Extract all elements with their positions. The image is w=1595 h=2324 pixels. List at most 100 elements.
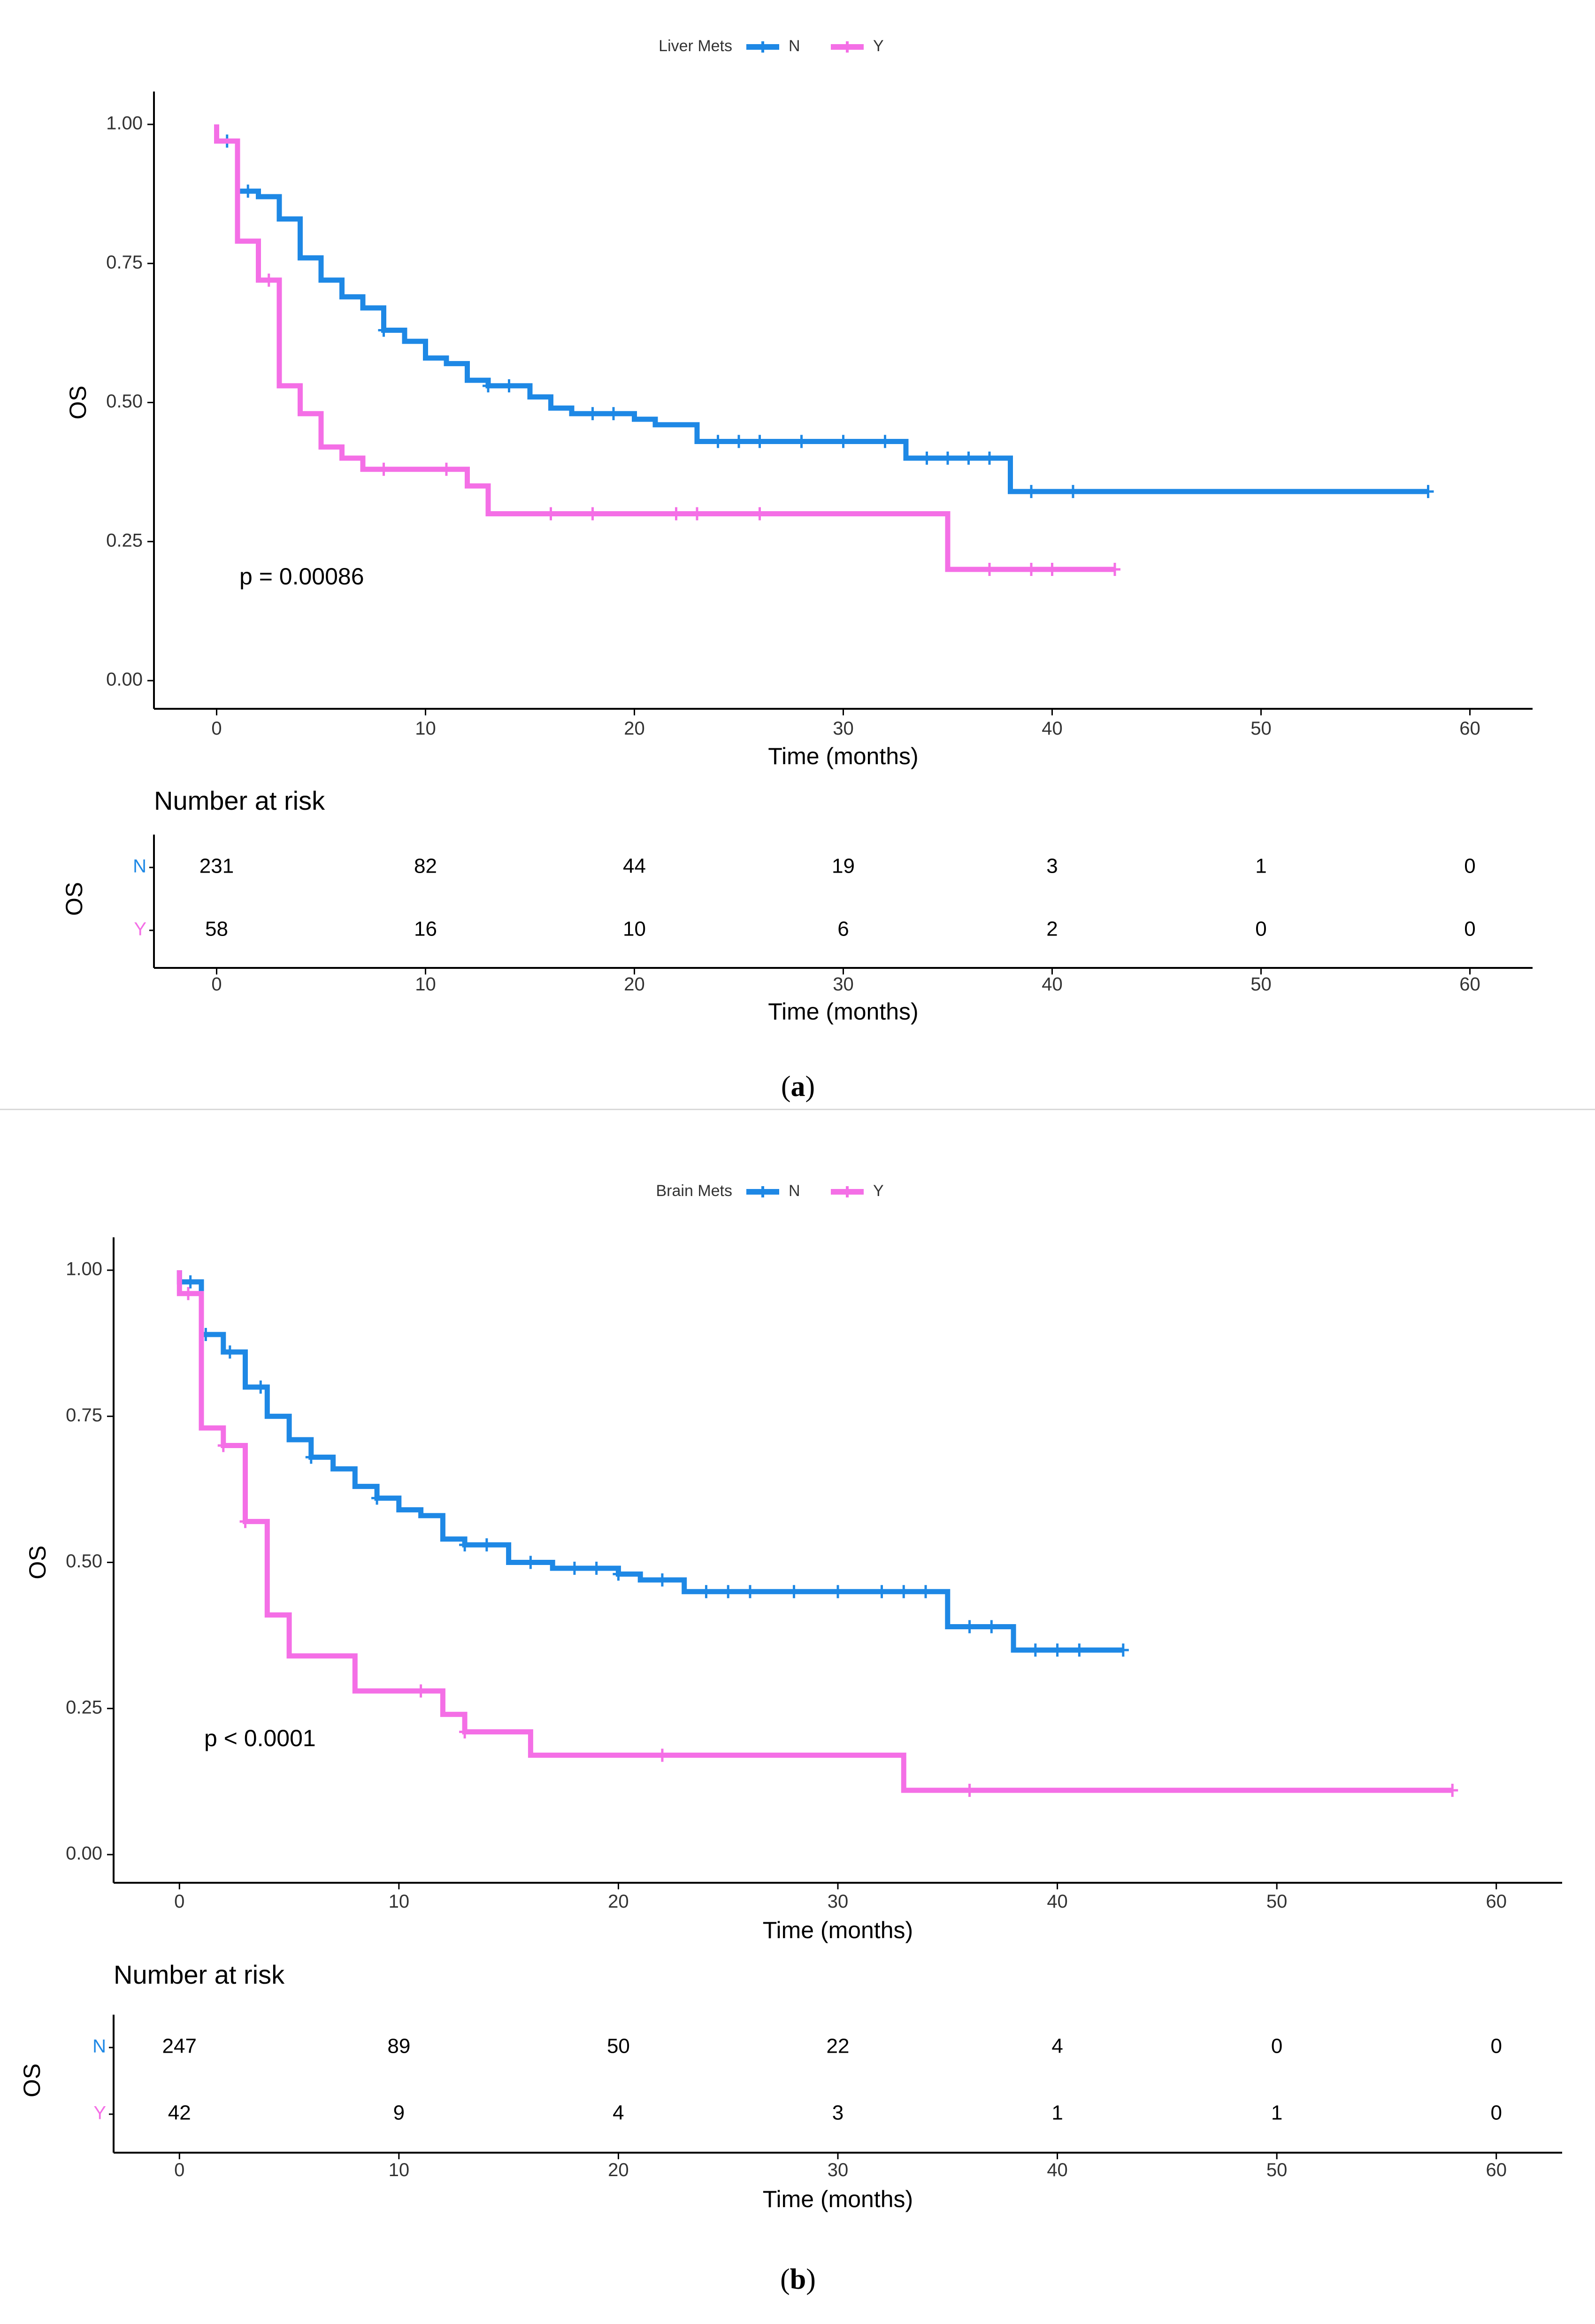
- risk-x-tick-label: 0: [211, 974, 222, 995]
- risk-count: 50: [607, 2035, 630, 2058]
- risk-count: 9: [393, 2102, 405, 2125]
- legend: Brain Mets N Y: [656, 1182, 884, 1200]
- caption-paren: (: [780, 2263, 790, 2295]
- risk-table-title: Number at risk: [114, 1960, 285, 1989]
- y-tick-label: 1.00: [66, 1259, 102, 1280]
- risk-count: 0: [1255, 918, 1266, 941]
- risk-count: 22: [827, 2035, 850, 2058]
- risk-x-tick-label: 40: [1042, 974, 1063, 995]
- legend-label-n: N: [789, 37, 800, 55]
- risk-strata-label-n: N: [133, 856, 146, 877]
- risk-count: 1: [1051, 2102, 1063, 2125]
- y-axis-label: OS: [65, 385, 91, 419]
- km-curve-n: [214, 124, 1428, 494]
- panel-a-svg: Liver Mets N Y0.000.250.500.751.000 10 20 30 4…: [61, 37, 1533, 1103]
- risk-x-tick-label: 20: [608, 2160, 629, 2180]
- y-tick-label: 0.75: [106, 252, 143, 273]
- panel-a: Liver Mets N Y 0.00 0.25 0.50 0.75 1.00 0 10 20 30 4…: [0, 0, 1595, 1110]
- risk-x-tick-label: 60: [1459, 974, 1480, 995]
- risk-count: 2: [1046, 918, 1058, 941]
- risk-x-axis-label: Time (months): [768, 998, 918, 1025]
- risk-count: 0: [1490, 2102, 1502, 2125]
- y-tick-label: 0.00: [106, 669, 143, 690]
- risk-x-tick-label: 60: [1486, 2160, 1507, 2180]
- risk-strata-label-y: Y: [93, 2103, 106, 2124]
- caption-letter: b: [790, 2263, 806, 2295]
- risk-x-tick-label: 40: [1047, 2160, 1068, 2180]
- caption-paren: (: [781, 1071, 791, 1103]
- panel-caption: (a): [781, 1071, 815, 1103]
- legend-label-y: Y: [873, 1182, 884, 1200]
- x-tick-label: 20: [608, 1891, 629, 1912]
- y-tick-label: 0.50: [66, 1551, 102, 1572]
- risk-count: 6: [837, 918, 849, 941]
- x-tick-label: 50: [1266, 1891, 1288, 1912]
- risk-count: 89: [387, 2035, 410, 2058]
- risk-count: 1: [1255, 855, 1266, 878]
- risk-count: 1: [1271, 2102, 1282, 2125]
- p-value: p < 0.0001: [204, 1725, 316, 1751]
- y-tick-label: 0.00: [66, 1843, 102, 1864]
- legend-label-y: Y: [873, 37, 884, 55]
- x-tick-label: 50: [1250, 718, 1272, 739]
- risk-count: 19: [832, 855, 855, 878]
- x-tick-label: 60: [1459, 718, 1480, 739]
- risk-count: 231: [199, 855, 234, 878]
- risk-x-tick-label: 30: [828, 2160, 849, 2180]
- km-curve-n: [176, 1270, 1123, 1653]
- caption-paren: ): [806, 2263, 816, 2295]
- x-tick-label: 10: [389, 1891, 410, 1912]
- panel-caption: (b): [780, 2263, 816, 2295]
- risk-count: 10: [623, 918, 646, 941]
- risk-count: 58: [205, 918, 228, 941]
- x-tick-label: 0: [174, 1891, 184, 1912]
- risk-count: 82: [414, 855, 437, 878]
- x-tick-label: 60: [1486, 1891, 1507, 1912]
- risk-count: 0: [1271, 2035, 1282, 2058]
- risk-count: 3: [832, 2102, 844, 2125]
- legend: Liver Mets N Y: [659, 37, 884, 55]
- x-tick-label: 40: [1047, 1891, 1068, 1912]
- panel-b: Brain Mets N Y 0.00 0.25 0.50 0.75 1.00 0 10 20 30 4…: [0, 1110, 1595, 2324]
- risk-x-tick-label: 30: [833, 974, 854, 995]
- risk-count: 4: [1051, 2035, 1063, 2058]
- risk-x-tick-label: 10: [389, 2160, 410, 2180]
- legend-title: Brain Mets: [656, 1182, 733, 1200]
- km-curve-y: [214, 124, 1115, 572]
- x-tick-label: 0: [211, 718, 222, 739]
- risk-count: 0: [1464, 918, 1475, 941]
- risk-count: 42: [168, 2102, 191, 2125]
- risk-count: 0: [1490, 2035, 1502, 2058]
- y-tick-label: 0.25: [106, 530, 143, 551]
- risk-x-tick-label: 50: [1250, 974, 1272, 995]
- risk-count: 3: [1046, 855, 1058, 878]
- y-tick-label: 0.25: [66, 1697, 102, 1718]
- panel-divider: [0, 1109, 1595, 1110]
- x-tick-label: 10: [415, 718, 436, 739]
- km-curve-y: [176, 1270, 1453, 1793]
- risk-x-axis-label: Time (months): [763, 2186, 913, 2212]
- x-tick-label: 30: [828, 1891, 849, 1912]
- x-tick-label: 20: [624, 718, 645, 739]
- risk-strata-label-y: Y: [134, 919, 146, 940]
- x-tick-label: 30: [833, 718, 854, 739]
- legend-title: Liver Mets: [659, 37, 732, 55]
- risk-y-axis-label: OS: [61, 882, 87, 916]
- risk-x-tick-label: 50: [1266, 2160, 1288, 2180]
- caption-paren: ): [805, 1071, 815, 1103]
- panel-b-svg: Brain Mets N Y0.000.250.500.751.000 10 20 30 4…: [19, 1182, 1562, 2295]
- risk-y-axis-label: OS: [19, 2063, 45, 2097]
- x-axis-label: Time (months): [768, 743, 918, 769]
- risk-strata-label-n: N: [92, 2036, 106, 2057]
- y-tick-label: 0.75: [66, 1405, 102, 1426]
- y-tick-label: 1.00: [106, 113, 143, 134]
- risk-count: 0: [1464, 855, 1475, 878]
- risk-count: 44: [623, 855, 646, 878]
- risk-x-tick-label: 0: [174, 2160, 184, 2180]
- x-tick-label: 40: [1042, 718, 1063, 739]
- risk-table-title: Number at risk: [154, 786, 325, 815]
- x-axis-label: Time (months): [763, 1917, 913, 1943]
- legend-label-n: N: [789, 1182, 800, 1200]
- risk-count: 16: [414, 918, 437, 941]
